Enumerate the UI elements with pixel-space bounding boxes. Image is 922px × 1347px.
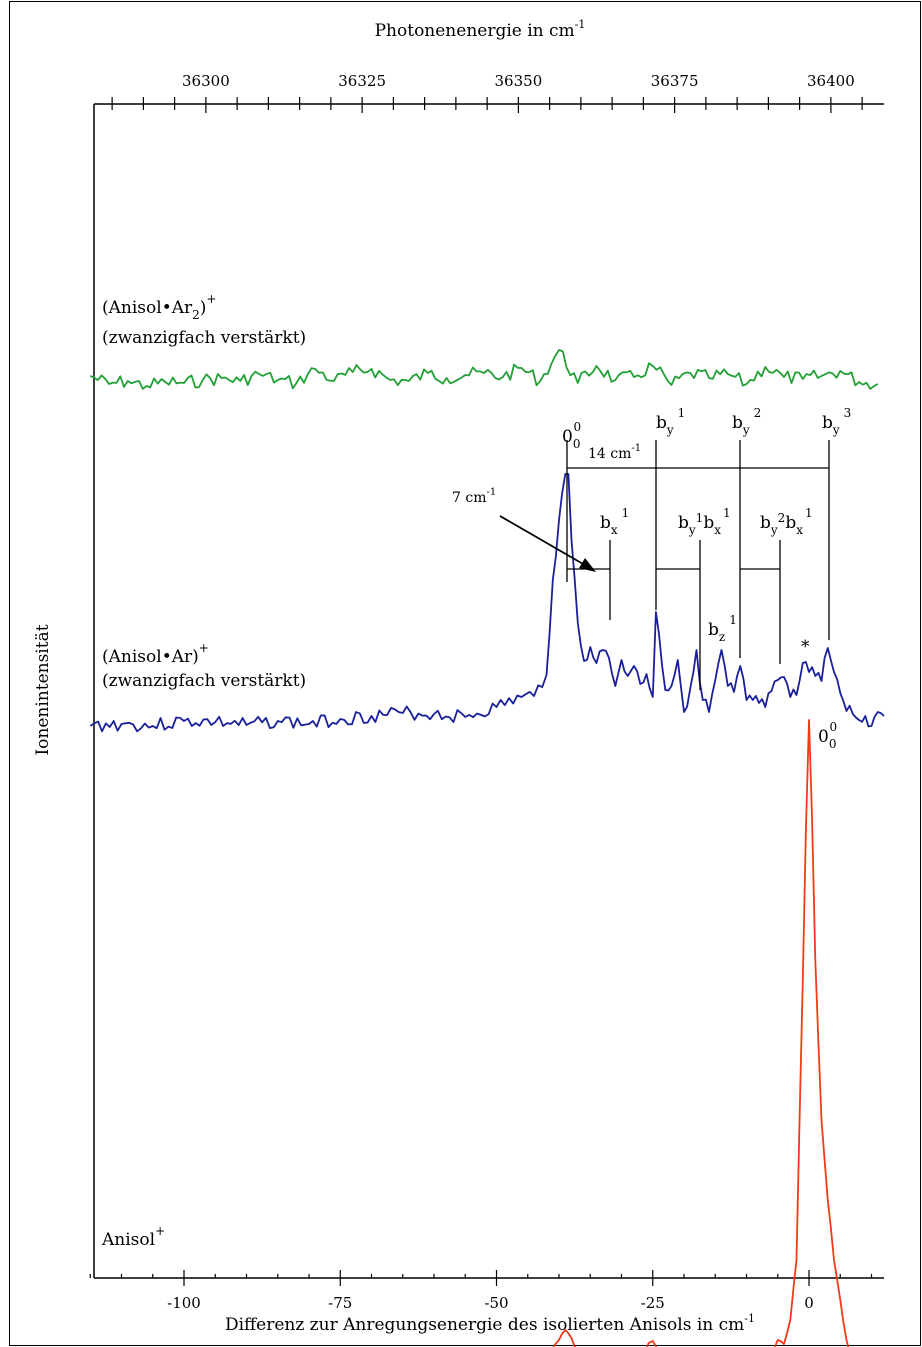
spacing7-arrowhead [579, 558, 596, 572]
by3-label: by3 [822, 406, 851, 437]
by2-label: by2 [732, 406, 761, 437]
bottom-axis-ticks: -100 -75 -50 -25 0 [89, 1270, 873, 1312]
y-axis-title: Ionenintensität [33, 624, 53, 755]
top-tick-label: 36350 [495, 72, 543, 90]
series-label-anisol: Anisol+ [101, 1224, 165, 1250]
top-tick-label: 36400 [807, 72, 855, 90]
top-tick-label: 36300 [182, 72, 230, 90]
bottom-tick-label: -50 [484, 1294, 508, 1312]
bx1-label: bx1 [600, 506, 629, 537]
series-line-2 [552, 719, 850, 1347]
by2bx-label: by2bx1 [760, 506, 813, 537]
origin-label-bottom: 000 [818, 720, 837, 751]
bybx-label: by1bx1 [678, 506, 731, 537]
spacing7-arrow [499, 515, 591, 569]
top-tick-label: 36325 [338, 72, 386, 90]
series-label-ar: (Anisol•Ar)+ [102, 641, 209, 667]
bottom-tick-label: -25 [641, 1294, 665, 1312]
top-axis-title: Photonenenergie in cm-1 [375, 18, 586, 41]
star-label: * [801, 637, 810, 657]
series-line-0 [89, 349, 879, 390]
bz1-label: bz1 [708, 613, 737, 644]
series-label-ar2: (Anisol•Ar2)+ [102, 292, 216, 322]
top-axis-ticks: 36300 36325 36350 36375 36400 [111, 72, 863, 113]
origin-label-top: 000 [562, 420, 581, 451]
bottom-tick-label: 0 [804, 1294, 814, 1312]
assignment-lines [566, 440, 830, 690]
bottom-tick-label: -75 [328, 1294, 352, 1312]
series-label-ar-line2: (zwanzigfach verstärkt) [102, 671, 306, 691]
spacing14-label: 14 cm-1 [588, 443, 641, 462]
top-tick-label: 36375 [651, 72, 699, 90]
bottom-axis-title: Differenz zur Anregungsenergie des isoli… [225, 1312, 755, 1335]
by1-label: by1 [656, 406, 685, 437]
figure-frame [9, 1, 921, 1346]
bottom-tick-label: -100 [167, 1294, 201, 1312]
series-label-ar2-line2: (zwanzigfach verstärkt) [102, 328, 306, 348]
spacing7-label: 7 cm-1 [452, 487, 496, 506]
series-layer [89, 349, 885, 1347]
series-line-1 [89, 473, 885, 733]
